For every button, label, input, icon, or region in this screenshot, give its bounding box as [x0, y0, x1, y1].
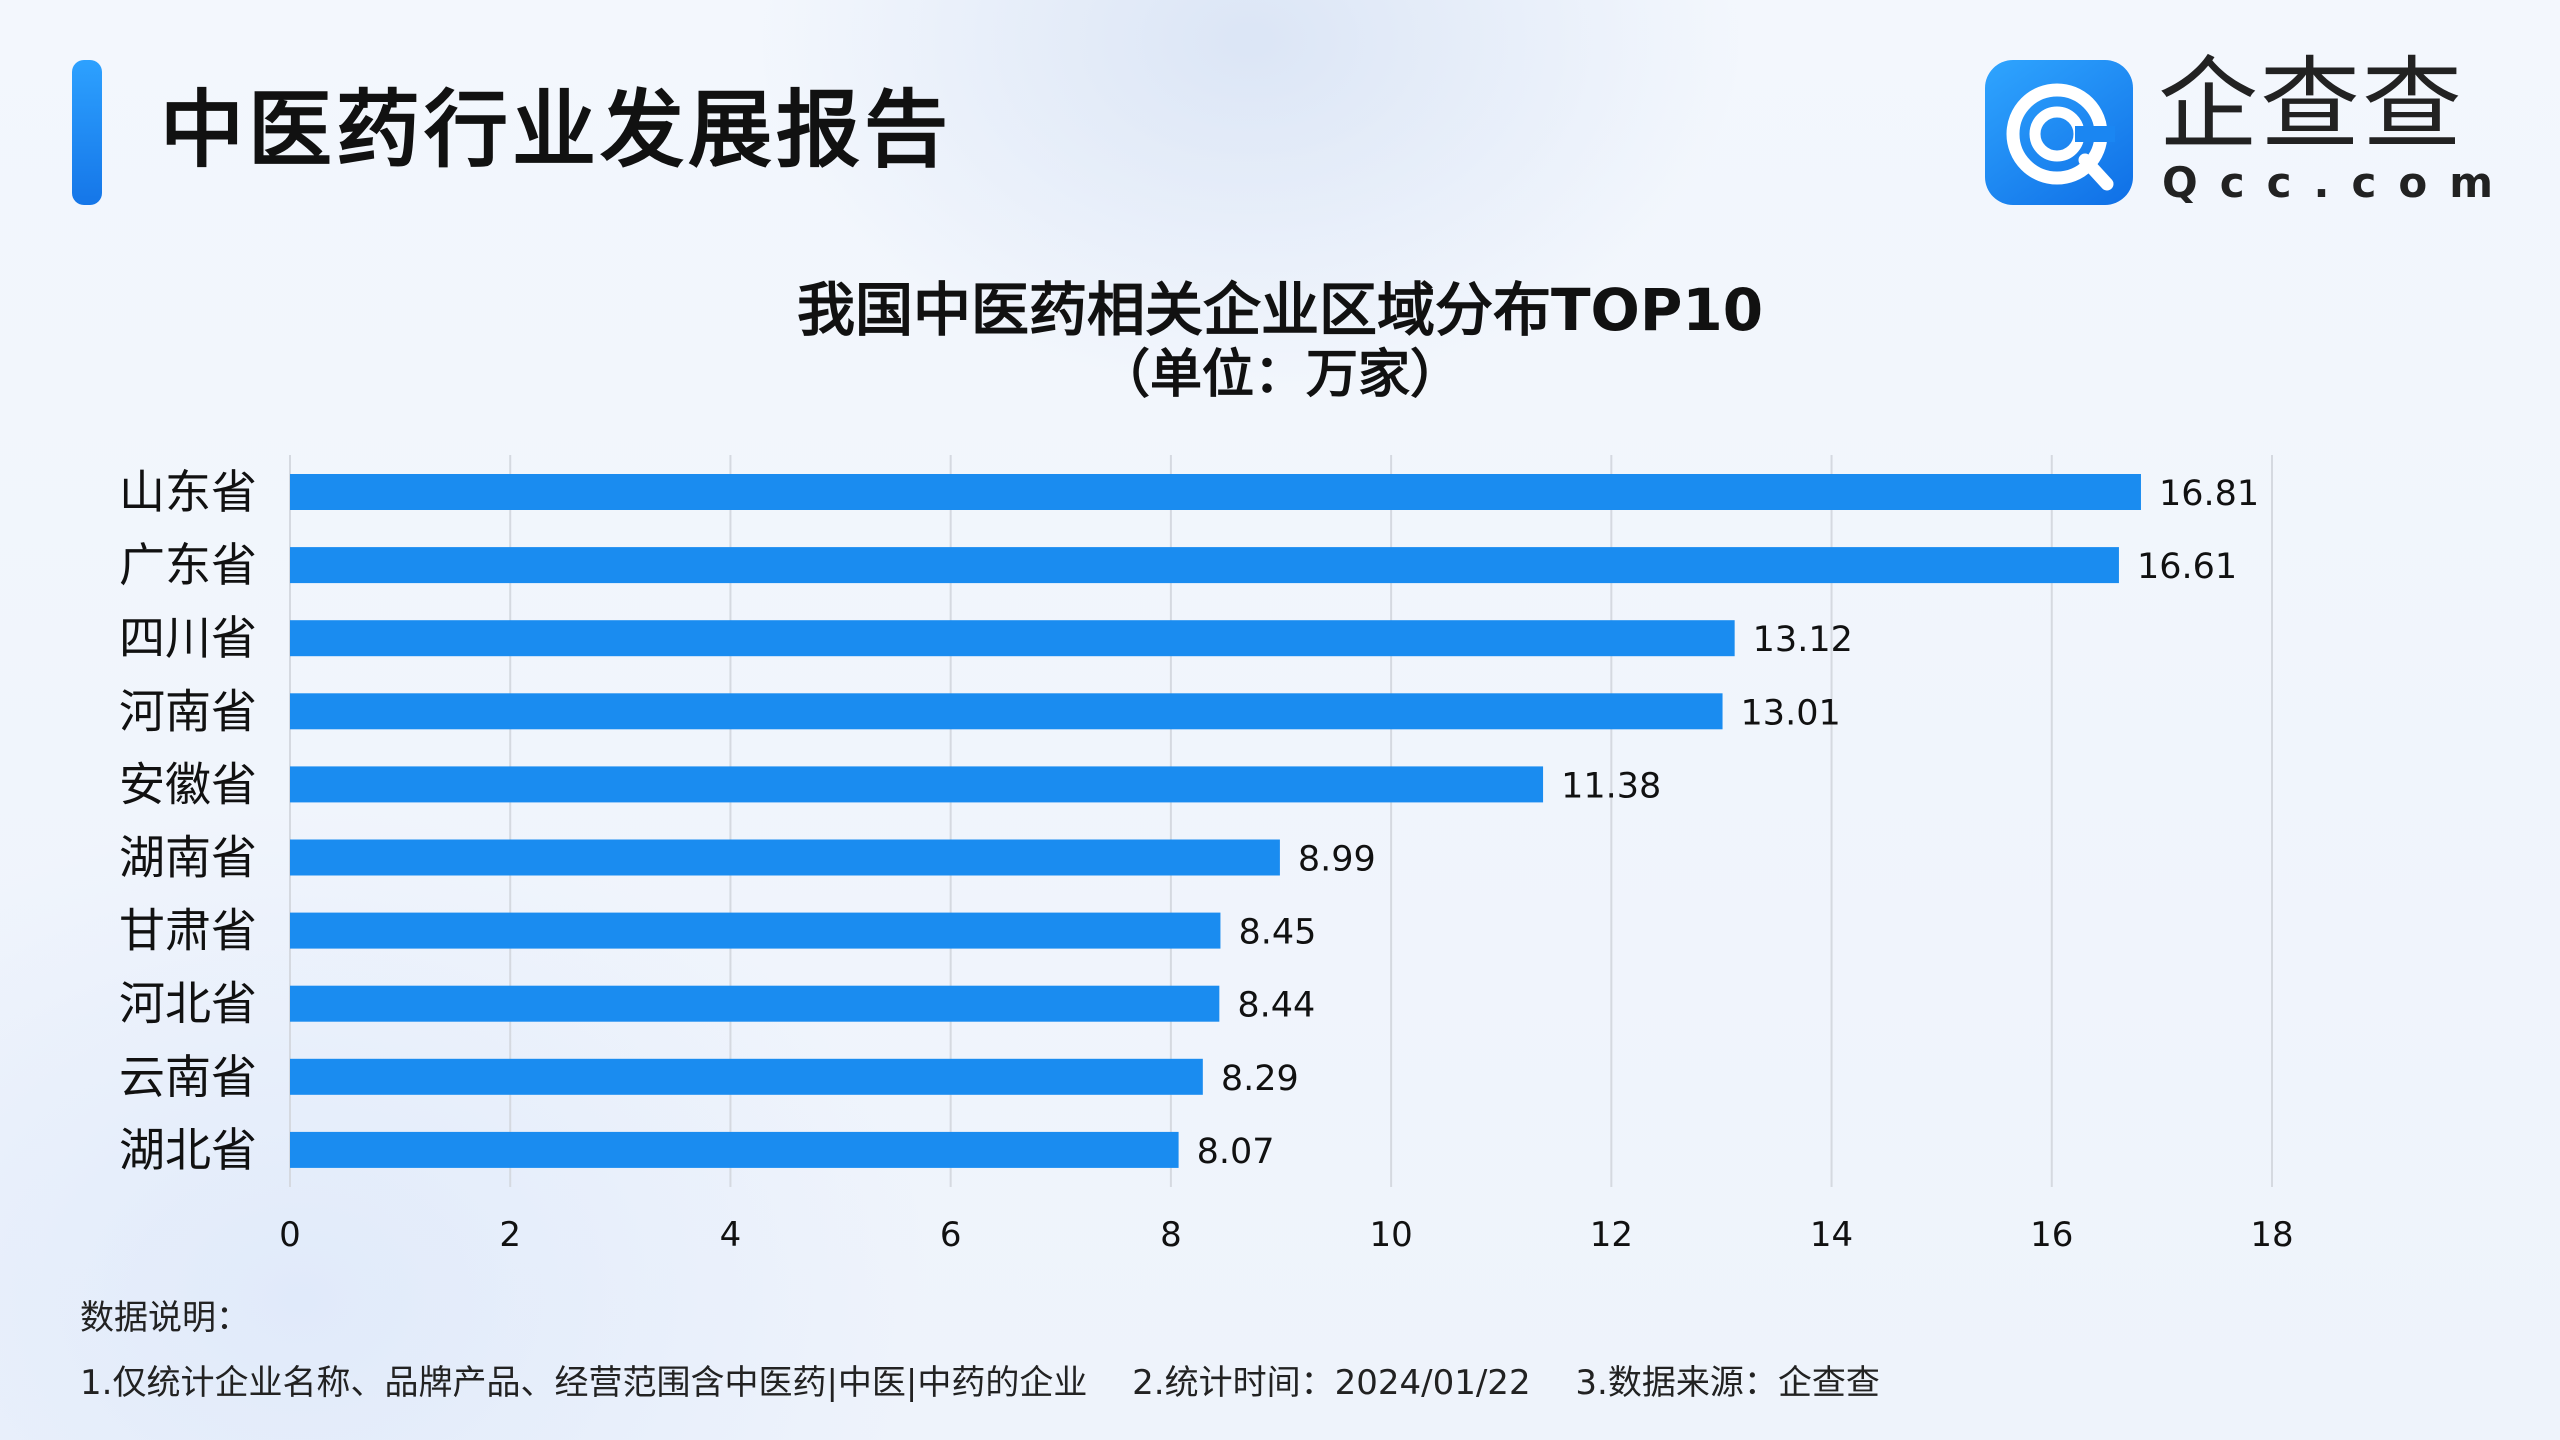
notes-heading: 数据说明：	[80, 1298, 250, 1338]
bar	[290, 1058, 1203, 1095]
x-tick-label: 8	[1160, 1215, 1182, 1255]
category-label: 四川省	[119, 611, 257, 665]
category-label: 云南省	[119, 1050, 257, 1104]
data-label: 8.44	[1237, 986, 1315, 1026]
x-tick-label: 4	[720, 1215, 742, 1255]
x-tick-label: 0	[279, 1215, 301, 1255]
category-label: 湖南省	[119, 831, 257, 885]
category-label: 山东省	[119, 465, 257, 519]
note-item-2: 2.统计时间：2024/01/22	[1132, 1363, 1531, 1403]
brand-name: 企查查	[2158, 46, 2464, 163]
category-label: 广东省	[119, 538, 257, 592]
bar	[290, 839, 1280, 876]
category-label: 湖北省	[119, 1123, 257, 1177]
qcc-logo-icon	[1985, 60, 2133, 205]
bar	[290, 547, 2119, 584]
data-label: 13.12	[1753, 620, 1853, 660]
x-tick-label: 16	[2030, 1215, 2073, 1255]
page-title: 中医药行业发展报告	[160, 81, 953, 179]
data-label: 16.61	[2137, 547, 2237, 587]
x-tick-label: 14	[1810, 1215, 1853, 1255]
x-tick-label: 12	[1590, 1215, 1633, 1255]
bar	[290, 766, 1544, 803]
data-label: 8.07	[1197, 1132, 1275, 1172]
bar	[290, 693, 1723, 730]
bar	[290, 1131, 1179, 1168]
category-label: 安徽省	[119, 757, 257, 811]
category-label: 河北省	[119, 977, 257, 1031]
data-label: 8.45	[1238, 913, 1316, 953]
x-tick-label: 10	[1369, 1215, 1412, 1255]
note-item-1: 1.仅统计企业名称、品牌产品、经营范围含中医药|中医|中药的企业	[80, 1363, 1088, 1403]
category-label: 河南省	[119, 684, 257, 738]
data-label: 11.38	[1561, 766, 1661, 806]
bar	[290, 912, 1221, 949]
bar	[290, 620, 1735, 657]
data-label: 8.29	[1221, 1059, 1299, 1099]
category-label: 甘肃省	[119, 904, 257, 958]
note-item-3: 3.数据来源：企查查	[1575, 1363, 1880, 1403]
chart-title: 我国中医药相关企业区域分布TOP10	[796, 276, 1764, 344]
brand-domain: Qcc.com	[2162, 158, 2515, 207]
title-accent-bar	[72, 60, 102, 205]
bar	[290, 474, 2141, 510]
x-tick-label: 2	[499, 1215, 521, 1255]
notes-line: 1.仅统计企业名称、品牌产品、经营范围含中医药|中医|中药的企业 2.统计时间：…	[80, 1360, 1914, 1406]
data-label: 13.01	[1741, 693, 1841, 733]
data-label: 16.81	[2159, 474, 2259, 514]
chart-subtitle: （单位：万家）	[1097, 345, 1462, 405]
bar	[290, 985, 1220, 1022]
x-tick-label: 18	[2250, 1215, 2293, 1255]
x-tick-label: 6	[940, 1215, 962, 1255]
data-label: 8.99	[1298, 840, 1376, 880]
